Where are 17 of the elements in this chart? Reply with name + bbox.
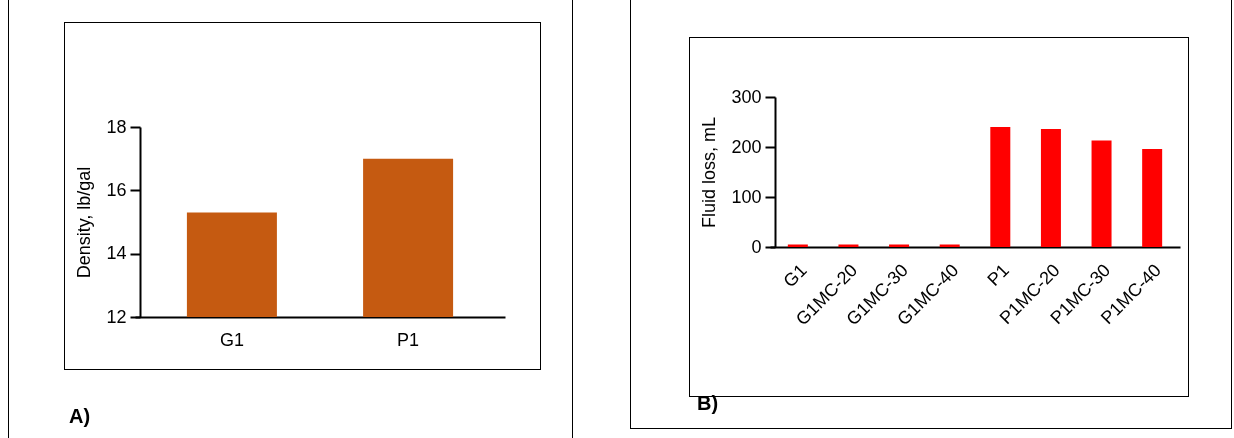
text: A): [69, 405, 91, 428]
x-tick-label: P1: [397, 329, 420, 350]
x-tick-label: G1: [219, 329, 244, 350]
bar: [1040, 129, 1061, 247]
y-tick-label: 18: [106, 116, 127, 137]
bar: [1142, 149, 1163, 247]
y-tick-label: 0: [751, 236, 762, 257]
bar: [990, 127, 1011, 247]
y-tick-label: 12: [106, 306, 127, 327]
y-tick-label: 100: [731, 186, 762, 207]
bar: [1091, 140, 1112, 247]
y-tick-label: 200: [731, 136, 762, 157]
y-tick-label: 300: [731, 86, 762, 107]
y-axis-title: Fluid loss, mL: [699, 116, 720, 229]
y-tick-label: 16: [106, 179, 127, 200]
y-tick-label: 14: [106, 243, 127, 264]
y-axis-title: Density, lb/gal: [74, 166, 95, 279]
